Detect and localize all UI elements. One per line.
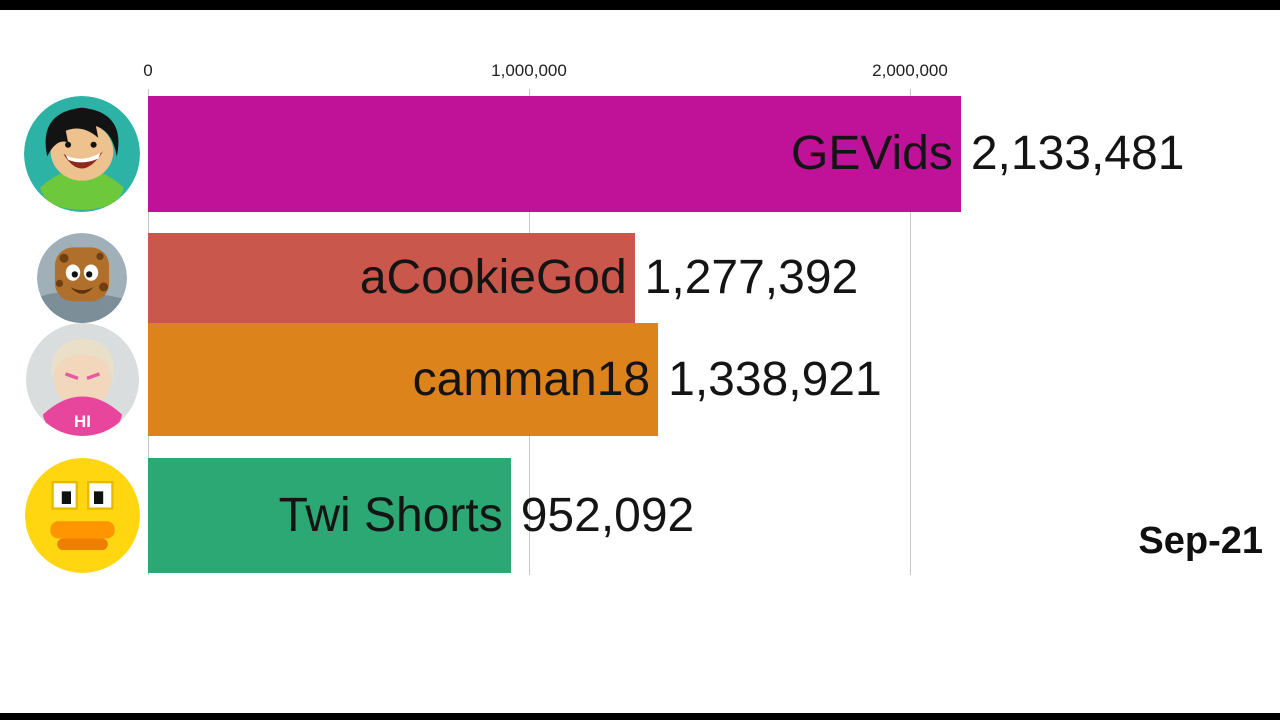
gridline xyxy=(910,89,911,575)
letterbox-bottom xyxy=(0,713,1280,720)
bar-channel-label: camman18 xyxy=(412,353,651,406)
bar-value-label: 952,092 xyxy=(520,489,695,542)
bar-channel-label: Twi Shorts xyxy=(278,489,503,542)
x-axis-tick-label: 2,000,000 xyxy=(872,61,948,80)
gevids-avatar xyxy=(24,96,140,212)
bar-camman18 xyxy=(148,323,659,436)
bar-channel-label: aCookieGod xyxy=(359,251,627,304)
bar-twi-shorts xyxy=(148,458,511,573)
bar-value-label: 2,133,481 xyxy=(970,127,1185,180)
date-label: Sep-21 xyxy=(1138,520,1263,562)
bar-channel-label: GEVids xyxy=(790,127,953,180)
twishorts-avatar xyxy=(24,458,140,573)
letterbox-top xyxy=(0,0,1280,10)
svg-text:HI: HI xyxy=(74,412,91,431)
x-axis-tick-label: 1,000,000 xyxy=(491,61,567,80)
camman18-avatar: HI xyxy=(25,323,139,436)
bar-value-label: 1,277,392 xyxy=(644,251,859,304)
bar-value-label: 1,338,921 xyxy=(668,353,882,406)
x-axis-tick-label: 0 xyxy=(143,61,153,80)
acookiegod-avatar xyxy=(37,233,127,323)
bar-gevids xyxy=(148,96,961,212)
bar-acookiegod xyxy=(148,233,635,323)
